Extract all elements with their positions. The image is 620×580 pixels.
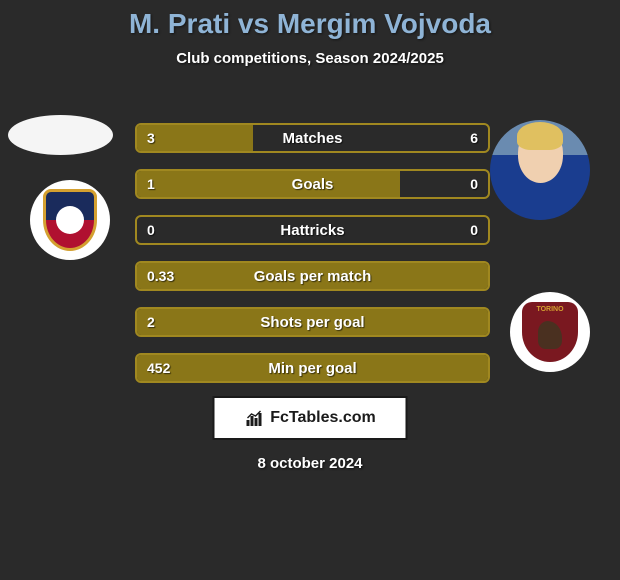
stat-label: Shots per goal	[137, 314, 488, 331]
club-crest-left	[30, 180, 110, 260]
fctables-logo-icon	[244, 408, 264, 428]
source-badge: FcTables.com	[213, 396, 408, 440]
stat-value-right: 0	[470, 176, 478, 192]
source-text: FcTables.com	[270, 409, 376, 427]
stats-list: 3Matches61Goals00Hattricks00.33Goals per…	[135, 123, 490, 399]
subtitle: Club competitions, Season 2024/2025	[0, 50, 620, 67]
stat-label: Min per goal	[137, 360, 488, 377]
cagliari-shield-icon	[43, 189, 97, 251]
stat-label: Hattricks	[137, 222, 488, 239]
club-crest-right	[510, 292, 590, 372]
stat-value-right: 0	[470, 222, 478, 238]
stat-label: Matches	[137, 130, 488, 147]
stat-label: Goals per match	[137, 268, 488, 285]
stat-row: 3Matches6	[135, 123, 490, 153]
stat-label: Goals	[137, 176, 488, 193]
player-right-photo	[490, 120, 590, 220]
torino-shield-icon	[522, 302, 578, 362]
comparison-card: M. Prati vs Mergim Vojvoda Club competit…	[0, 0, 620, 580]
player-left-photo	[8, 115, 113, 155]
stat-row: 1Goals0	[135, 169, 490, 199]
page-title: M. Prati vs Mergim Vojvoda	[0, 0, 620, 40]
stat-value-right: 6	[470, 130, 478, 146]
stat-row: 452Min per goal	[135, 353, 490, 383]
date-label: 8 october 2024	[0, 455, 620, 472]
stat-row: 0Hattricks0	[135, 215, 490, 245]
stat-row: 2Shots per goal	[135, 307, 490, 337]
stat-row: 0.33Goals per match	[135, 261, 490, 291]
